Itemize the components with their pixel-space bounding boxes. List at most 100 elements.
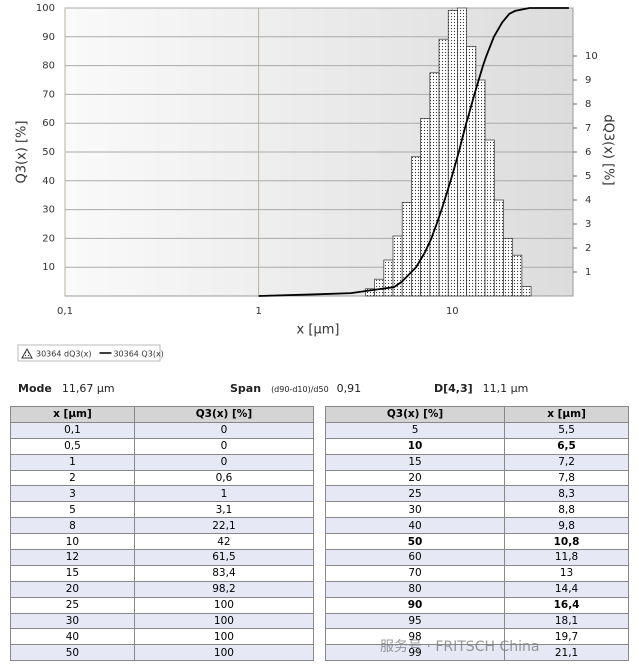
cell: 5,5 [504, 421, 629, 439]
cell: 80 [324, 580, 506, 598]
cell: 7,8 [504, 469, 629, 487]
label: Mode [18, 382, 52, 395]
row: 5 5,5 [324, 421, 629, 439]
row: 5 3,1 [10, 501, 315, 519]
cell: 50 [10, 644, 135, 662]
cell: 30 [10, 612, 135, 630]
row: 40 100 [10, 628, 315, 646]
histogram-bar [383, 259, 394, 297]
value: 11,67 µm [61, 382, 115, 395]
legend-swatch [21, 347, 33, 359]
y2-tick-label: 4 [585, 195, 591, 206]
cell: 83,4 [133, 564, 315, 582]
legend-label: 30364 dQ3(x) [36, 350, 91, 359]
row: 50 100 [10, 644, 315, 662]
row: 20 98,2 [10, 580, 315, 598]
x-tick-label: 1 [255, 306, 261, 317]
legend-label: 30364 Q3(x) [113, 350, 163, 359]
x-tick-label: 0,1 [57, 306, 73, 317]
cell: 1 [10, 453, 135, 471]
cell: 0,6 [133, 469, 315, 487]
histogram-bar [401, 202, 412, 297]
histogram-bar [484, 139, 495, 297]
cell: 100 [133, 644, 315, 662]
y2-tick-label: 6 [585, 147, 591, 158]
y-tick-label: 50 [42, 147, 55, 158]
cell: 3,1 [133, 501, 315, 519]
legend [17, 344, 161, 362]
stat-d43: D[4,3] 11,1 µm [434, 382, 528, 395]
cell: 50 [324, 533, 506, 551]
y-tick-label: 100 [36, 3, 55, 14]
header-row: Q3(x) [%] x [µm] [324, 406, 629, 423]
stat-mode: Mode 11,67 µm [18, 382, 115, 395]
cell: 90 [324, 596, 506, 614]
histogram-bar [503, 238, 514, 297]
header-cell: Q3(x) [%] [324, 406, 506, 423]
row: 95 18,1 [324, 612, 629, 630]
y2-tick-label: 2 [585, 243, 591, 254]
cell: 20 [10, 580, 135, 598]
header-row: x [µm] Q3(x) [%] [10, 406, 315, 423]
cell: 5 [324, 421, 506, 439]
cell: 6,5 [504, 437, 629, 455]
cell: 0,5 [10, 437, 135, 455]
histogram-bar [438, 38, 449, 297]
cell: 8,8 [504, 501, 629, 519]
row: 90 16,4 [324, 596, 629, 614]
value: 0,91 [336, 382, 362, 395]
cell: 0 [133, 437, 315, 455]
histogram-bar [447, 10, 458, 297]
cell: 1 [133, 485, 315, 503]
cell: 16,4 [504, 596, 629, 614]
y-tick-label: 30 [42, 205, 55, 216]
y-tick-label: 60 [42, 118, 55, 129]
cell: 25 [10, 596, 135, 614]
y-tick-label: 90 [42, 32, 55, 43]
cell: 20 [324, 469, 506, 487]
row: 40 9,8 [324, 517, 629, 535]
cell: 21,1 [504, 644, 629, 662]
cell: 15 [10, 564, 135, 582]
cell: 95 [324, 612, 506, 630]
cell: 13 [504, 564, 629, 582]
cell: 8,3 [504, 485, 629, 503]
row: 30 100 [10, 612, 315, 630]
row: 10 42 [10, 533, 315, 551]
x-axis-title: x [µm] [297, 323, 340, 338]
histogram-bar [512, 254, 523, 297]
y2-tick-label: 7 [585, 123, 591, 134]
y2-tick-label: 3 [585, 219, 591, 230]
cell: 9,8 [504, 517, 629, 535]
y2-tick-label: 9 [585, 75, 591, 86]
row: 25 8,3 [324, 485, 629, 503]
cell: 14,4 [504, 580, 629, 598]
row: 50 10,8 [324, 533, 629, 551]
row: 60 11,8 [324, 549, 629, 566]
histogram-bar [374, 278, 385, 297]
chart: Q3(x) [%] dQ3(x) [%] x [µm] 0,1 1 10 10 20 30… [15, 3, 616, 362]
value: 11,1 µm [482, 382, 529, 395]
row: 70 13 [324, 564, 629, 582]
cell: 5 [10, 501, 135, 519]
row: 12 61,5 [10, 549, 315, 566]
cell: 22,1 [133, 517, 315, 535]
x-tick-label: 10 [446, 306, 459, 317]
cell: 40 [10, 628, 135, 646]
histogram-bar [475, 79, 486, 297]
histogram-bar [420, 118, 431, 297]
y2-axis-title: dQ3(x) [%] [601, 114, 616, 185]
cell: 42 [133, 533, 315, 551]
row: 20 7,8 [324, 469, 629, 487]
y2-tick-label: 1 [585, 267, 591, 278]
header-cell: x [µm] [504, 406, 629, 423]
y-tick-label: 10 [42, 262, 55, 273]
row: 30 8,8 [324, 501, 629, 519]
cell: 2 [10, 469, 135, 487]
y-tick-label: 20 [42, 233, 55, 244]
cell: 100 [133, 596, 315, 614]
row: 15 83,4 [10, 564, 315, 582]
histogram-bar [521, 286, 532, 297]
cell: 61,5 [133, 549, 315, 566]
